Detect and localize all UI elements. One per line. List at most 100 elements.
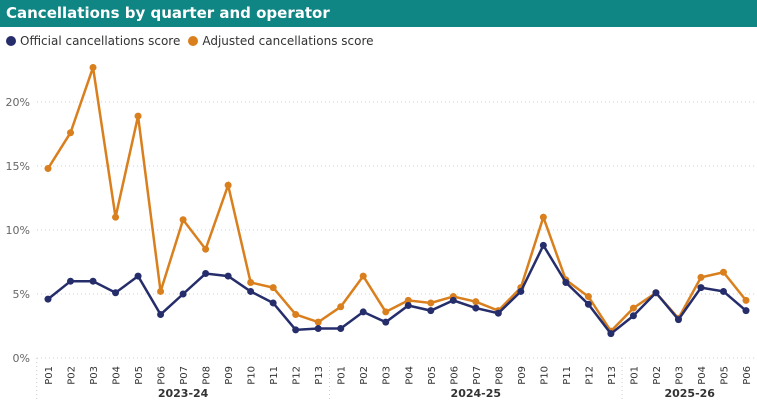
x-tick-label: P10: [539, 366, 550, 385]
x-tick-label: P01: [337, 366, 348, 385]
x-tick-label: P09: [517, 366, 528, 385]
data-point-adjusted: [292, 310, 300, 318]
legend: Official cancellations score Adjusted ca…: [6, 34, 374, 48]
x-tick-label: P08: [494, 366, 505, 385]
x-tick-label: P06: [449, 366, 460, 385]
legend-marker-adjusted: [188, 36, 199, 46]
series-line-official: [47, 242, 747, 336]
data-point-official: [337, 325, 345, 333]
data-point-official: [629, 312, 637, 320]
data-point-official: [247, 287, 255, 295]
data-point-official: [179, 290, 187, 298]
data-point-official: [472, 304, 480, 312]
x-tick-label: P04: [112, 366, 123, 385]
y-tick-label: 20%: [6, 96, 30, 109]
data-point-official: [652, 289, 660, 297]
legend-label-official[interactable]: Official cancellations score: [20, 34, 181, 48]
data-point-adjusted: [404, 296, 412, 304]
x-tick-label: P13: [607, 366, 618, 385]
x-tick-label: P05: [719, 366, 730, 385]
x-tick-label: P03: [674, 366, 685, 385]
x-tick-label: P04: [697, 366, 708, 385]
data-point-adjusted: [472, 298, 480, 306]
data-point-official: [157, 310, 165, 318]
data-point-official: [517, 287, 525, 295]
data-point-adjusted: [337, 303, 345, 311]
data-point-adjusted: [719, 268, 727, 276]
data-point-official: [719, 287, 727, 295]
data-point-official: [202, 270, 210, 278]
legend-label-adjusted[interactable]: Adjusted cancellations score: [202, 34, 374, 48]
data-point-adjusted: [427, 299, 435, 307]
x-tick-label: P05: [427, 366, 438, 385]
data-point-official: [67, 277, 75, 285]
data-point-official: [494, 309, 502, 317]
data-point-official: [607, 330, 615, 338]
series-line-adjusted: [46, 67, 747, 334]
data-point-official: [404, 302, 412, 310]
data-point-official: [382, 318, 390, 326]
y-tick-label: 0%: [13, 352, 30, 365]
x-tick-label: P12: [584, 366, 595, 385]
data-point-official: [359, 308, 367, 316]
group-label: 2025-26: [664, 387, 715, 400]
x-tick-label: P08: [202, 366, 213, 385]
x-tick-label: P05: [134, 366, 145, 385]
x-tick-label: P07: [179, 366, 190, 385]
x-tick-label: P02: [652, 366, 663, 385]
group-label: 2024-25: [451, 387, 502, 400]
data-point-adjusted: [179, 216, 187, 224]
data-point-adjusted: [629, 304, 637, 312]
x-tick-label: P12: [292, 366, 303, 385]
x-tick-label: P02: [67, 366, 78, 385]
data-point-adjusted: [202, 245, 210, 253]
chart-title: Cancellations by quarter and operator: [0, 0, 757, 27]
data-point-adjusted: [269, 284, 277, 292]
data-point-official: [742, 307, 750, 315]
data-point-adjusted: [247, 278, 255, 286]
data-point-adjusted: [157, 287, 165, 295]
data-point-official: [112, 289, 120, 297]
x-tick-label: P06: [742, 366, 753, 385]
data-point-official: [562, 278, 570, 286]
y-tick-label: 5%: [13, 288, 30, 301]
data-point-official: [269, 299, 277, 307]
data-point-adjusted: [112, 213, 120, 221]
data-point-official: [292, 326, 300, 334]
data-point-official: [44, 295, 52, 303]
x-tick-label: P11: [269, 366, 280, 385]
x-tick-label: P07: [472, 366, 483, 385]
data-point-official: [584, 300, 592, 308]
data-point-adjusted: [89, 63, 97, 71]
data-point-adjusted: [697, 273, 705, 281]
data-point-adjusted: [224, 181, 232, 189]
y-tick-label: 10%: [6, 224, 30, 237]
data-point-adjusted: [382, 308, 390, 316]
x-tick-label: P03: [89, 366, 100, 385]
data-point-official: [314, 325, 322, 333]
data-point-adjusted: [584, 293, 592, 301]
data-point-adjusted: [67, 129, 75, 137]
x-tick-label: P04: [404, 366, 415, 385]
data-point-official: [539, 241, 547, 249]
x-tick-label: P01: [44, 366, 55, 385]
x-tick-label: P13: [314, 366, 325, 385]
x-tick-label: P01: [629, 366, 640, 385]
x-tick-label: P10: [247, 366, 258, 385]
data-point-official: [449, 296, 457, 304]
data-point-official: [697, 284, 705, 292]
x-tick-label: P11: [562, 366, 573, 385]
data-point-adjusted: [134, 112, 142, 120]
x-tick-label: P09: [224, 366, 235, 385]
data-point-adjusted: [742, 296, 750, 304]
data-point-official: [674, 316, 682, 324]
data-point-official: [427, 307, 435, 315]
x-tick-label: P02: [359, 366, 370, 385]
x-tick-label: P06: [157, 366, 168, 385]
data-point-official: [224, 272, 232, 280]
group-label: 2023-24: [158, 387, 209, 400]
y-tick-label: 15%: [6, 160, 30, 173]
data-point-official: [134, 272, 142, 280]
legend-marker-official: [6, 36, 16, 46]
